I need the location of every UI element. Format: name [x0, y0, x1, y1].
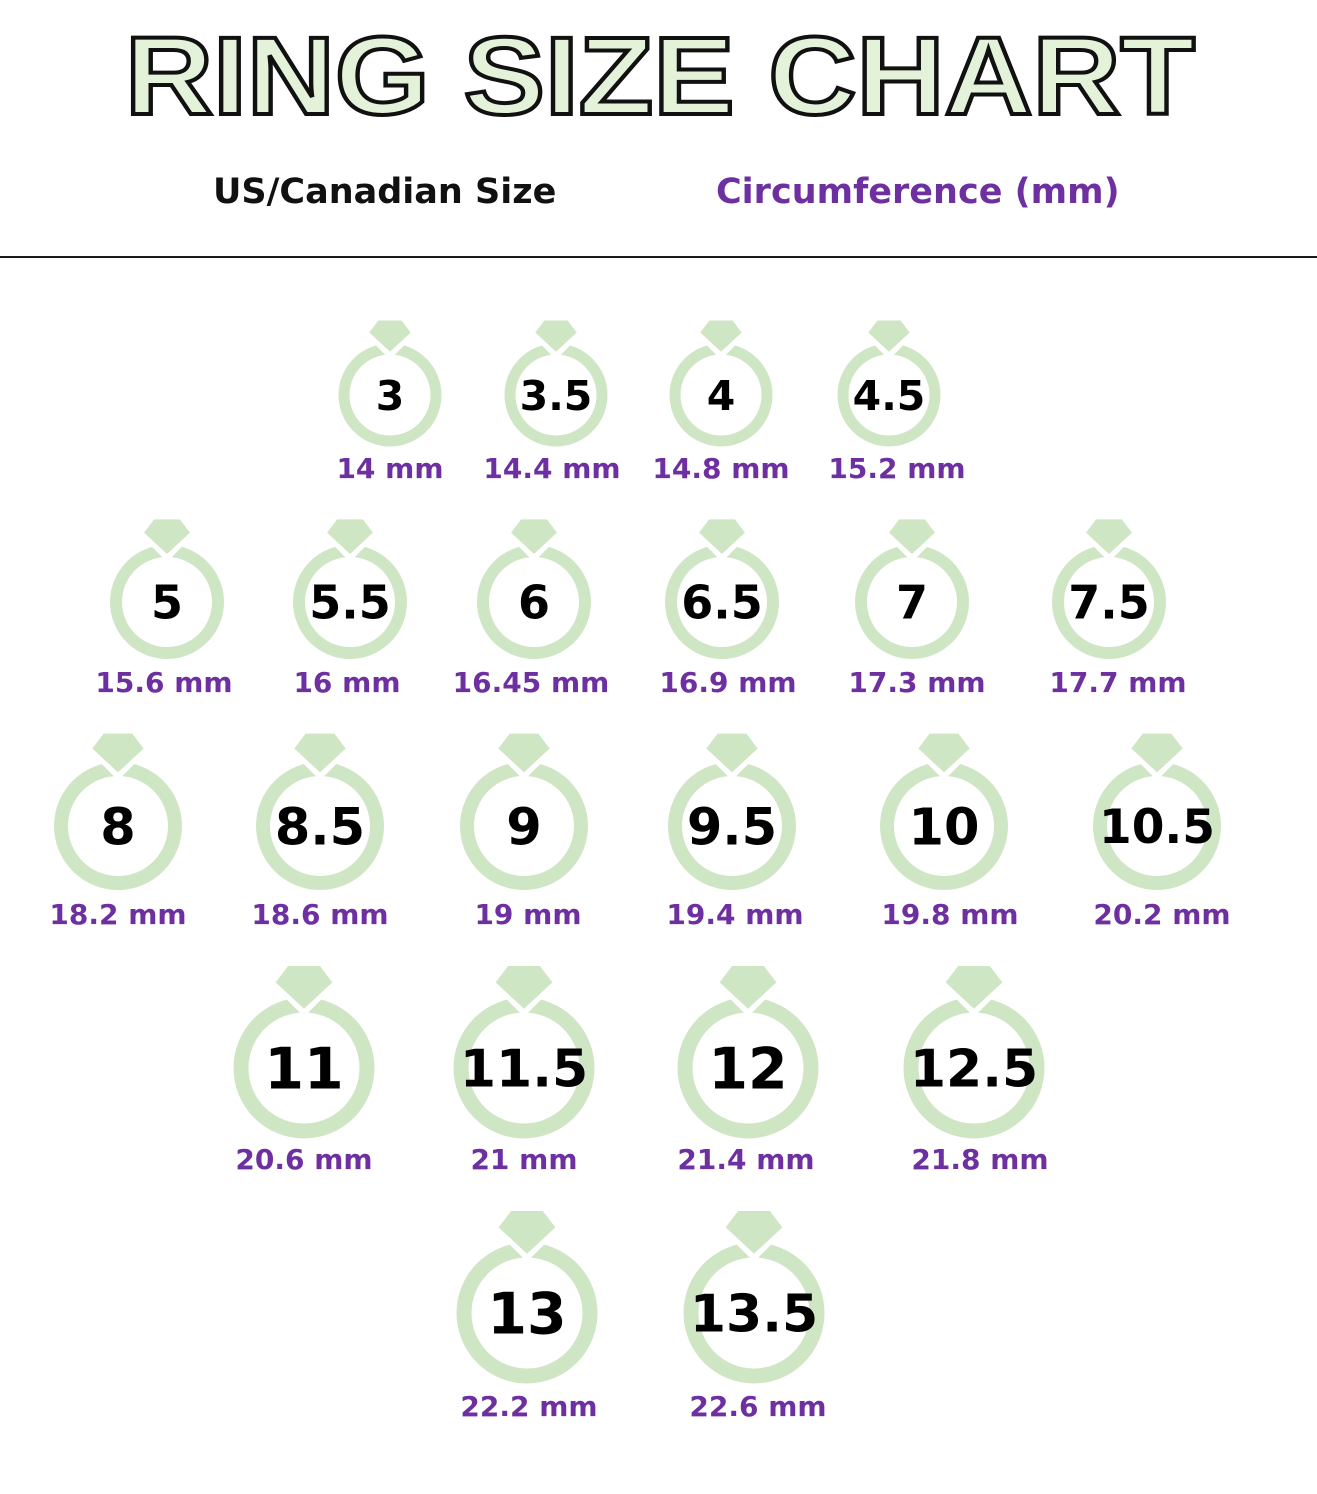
- circumference-label: 18.6 mm: [251, 898, 388, 931]
- ring-item: 3.5 14.4 mm: [483, 320, 621, 485]
- ring-item: 12.5 21.8 mm: [903, 965, 1049, 1176]
- diamond-icon: [1086, 519, 1132, 555]
- diamond-icon: [275, 965, 333, 1009]
- diamond-icon: [1131, 733, 1183, 773]
- diamond-icon: [706, 733, 758, 773]
- ring-item: 7.5 17.7 mm: [1049, 519, 1187, 699]
- ring-size-label: 4.5: [853, 372, 926, 420]
- diamond-icon: [868, 320, 910, 352]
- ring-item: 10 19.8 mm: [880, 733, 1019, 931]
- circumference-column-header: Circumference (mm): [716, 172, 1120, 212]
- ring-size-label: 10: [909, 798, 980, 857]
- ring-item: 6 16.45 mm: [453, 519, 610, 699]
- diamond-icon: [498, 1210, 556, 1254]
- circumference-label: 17.3 mm: [848, 666, 985, 699]
- ring-size-label: 6: [518, 576, 550, 630]
- ring-size-label: 12: [708, 1037, 787, 1103]
- circumference-label: 21 mm: [470, 1143, 577, 1176]
- ring-size-label: 7.5: [1068, 576, 1150, 630]
- circumference-label: 19.4 mm: [666, 898, 803, 931]
- circumference-label: 20.2 mm: [1093, 898, 1230, 931]
- ring-size-label: 11.5: [460, 1040, 588, 1100]
- ring-size-label: 8: [100, 798, 136, 857]
- ring-size-label: 13.5: [690, 1285, 818, 1345]
- ring-item: 7 17.3 mm: [848, 519, 986, 699]
- diamond-icon: [699, 519, 745, 555]
- ring-item: 8.5 18.6 mm: [251, 733, 389, 931]
- diamond-icon: [369, 320, 411, 352]
- chart-title: RING SIZE CHART: [0, 10, 1317, 130]
- circumference-label: 18.2 mm: [49, 898, 186, 931]
- circumference-label: 14 mm: [336, 452, 443, 485]
- circumference-label: 15.2 mm: [828, 452, 965, 485]
- diamond-icon: [889, 519, 935, 555]
- ring-item: 8 18.2 mm: [49, 733, 187, 931]
- diamond-icon: [918, 733, 970, 773]
- circumference-label: 14.8 mm: [652, 452, 789, 485]
- diamond-icon: [327, 519, 373, 555]
- circumference-label: 22.6 mm: [689, 1390, 826, 1423]
- diamond-icon: [945, 965, 1003, 1009]
- ring-item: 4.5 15.2 mm: [828, 320, 966, 485]
- circumference-label: 14.4 mm: [483, 452, 620, 485]
- diamond-icon: [92, 733, 144, 773]
- ring-item: 6.5 16.9 mm: [659, 519, 797, 699]
- circumference-label: 22.2 mm: [460, 1390, 597, 1423]
- diamond-icon: [725, 1210, 783, 1254]
- ring-size-label: 12.5: [910, 1040, 1038, 1100]
- circumference-label: 15.6 mm: [95, 666, 232, 699]
- diamond-icon: [719, 965, 777, 1009]
- diamond-icon: [498, 733, 550, 773]
- size-column-header: US/Canadian Size: [213, 172, 557, 212]
- ring-item: 12 21.4 mm: [677, 965, 819, 1176]
- circumference-label: 16.45 mm: [453, 666, 610, 699]
- ring-size-label: 10.5: [1099, 800, 1215, 855]
- circumference-label: 21.4 mm: [677, 1143, 814, 1176]
- ring-size-label: 8.5: [275, 798, 365, 857]
- ring-size-label: 5.5: [309, 576, 391, 630]
- diamond-icon: [700, 320, 742, 352]
- diamond-icon: [495, 965, 553, 1009]
- ring-item: 10.5 20.2 mm: [1093, 733, 1231, 931]
- ring-size-label: 3.5: [520, 372, 593, 420]
- circumference-label: 16.9 mm: [659, 666, 796, 699]
- ring-size-label: 4: [707, 372, 736, 420]
- ring-size-label: 9.5: [687, 798, 777, 857]
- ring-item: 9.5 19.4 mm: [666, 733, 804, 931]
- ring-size-label: 9: [506, 798, 542, 857]
- ring-item: 3 14 mm: [336, 320, 444, 485]
- circumference-label: 19.8 mm: [881, 898, 1018, 931]
- ring-item: 4 14.8 mm: [652, 320, 790, 485]
- ring-item: 13 22.2 mm: [456, 1210, 598, 1423]
- diamond-icon: [511, 519, 557, 555]
- circumference-label: 16 mm: [293, 666, 400, 699]
- ring-size-label: 6.5: [681, 576, 763, 630]
- diamond-icon: [144, 519, 190, 555]
- circumference-label: 19 mm: [474, 898, 581, 931]
- ring-size-label: 5: [151, 576, 183, 630]
- circumference-label: 21.8 mm: [911, 1143, 1048, 1176]
- circumference-label: 20.6 mm: [235, 1143, 372, 1176]
- ring-size-label: 3: [376, 372, 405, 420]
- ring-size-label: 7: [896, 576, 928, 630]
- chart-title-text: RING SIZE CHART: [125, 15, 1195, 130]
- ring-size-label: 11: [264, 1037, 343, 1103]
- circumference-label: 17.7 mm: [1049, 666, 1186, 699]
- ring-item: 5 15.6 mm: [95, 519, 233, 699]
- ring-item: 5.5 16 mm: [293, 519, 407, 699]
- ring-item: 13.5 22.6 mm: [683, 1210, 827, 1423]
- ring-item: 11 20.6 mm: [233, 965, 375, 1176]
- diamond-icon: [535, 320, 577, 352]
- ring-size-label: 13: [487, 1282, 566, 1348]
- ring-item: 11.5 21 mm: [453, 965, 595, 1176]
- ring-item: 9 19 mm: [460, 733, 588, 931]
- diamond-icon: [294, 733, 346, 773]
- header-divider: [0, 256, 1317, 258]
